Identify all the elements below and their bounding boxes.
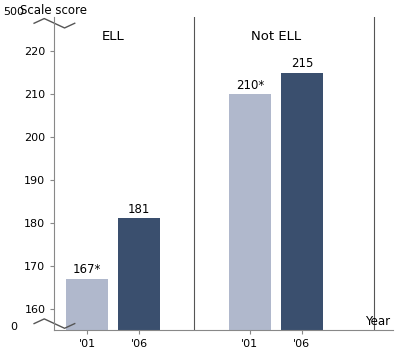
- Bar: [66, 278, 108, 356]
- Text: Not ELL: Not ELL: [251, 30, 301, 43]
- Text: 167*: 167*: [73, 263, 101, 276]
- Text: 500: 500: [4, 7, 24, 17]
- Y-axis label: Scale score: Scale score: [20, 4, 87, 17]
- Bar: [229, 94, 271, 356]
- Text: 181: 181: [128, 203, 150, 216]
- Bar: [118, 219, 160, 356]
- Bar: [281, 73, 323, 356]
- Text: 210*: 210*: [236, 79, 264, 92]
- Text: 215: 215: [291, 57, 313, 70]
- Text: Year: Year: [365, 315, 390, 328]
- Text: ELL: ELL: [102, 30, 124, 43]
- Text: 0: 0: [10, 322, 18, 332]
